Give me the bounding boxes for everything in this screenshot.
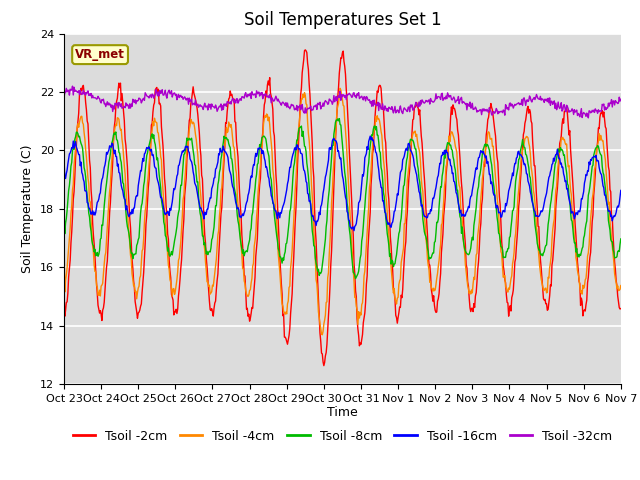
- Text: VR_met: VR_met: [75, 48, 125, 61]
- Y-axis label: Soil Temperature (C): Soil Temperature (C): [22, 144, 35, 273]
- Legend: Tsoil -2cm, Tsoil -4cm, Tsoil -8cm, Tsoil -16cm, Tsoil -32cm: Tsoil -2cm, Tsoil -4cm, Tsoil -8cm, Tsoi…: [68, 425, 617, 448]
- X-axis label: Time: Time: [327, 407, 358, 420]
- Title: Soil Temperatures Set 1: Soil Temperatures Set 1: [244, 11, 441, 29]
